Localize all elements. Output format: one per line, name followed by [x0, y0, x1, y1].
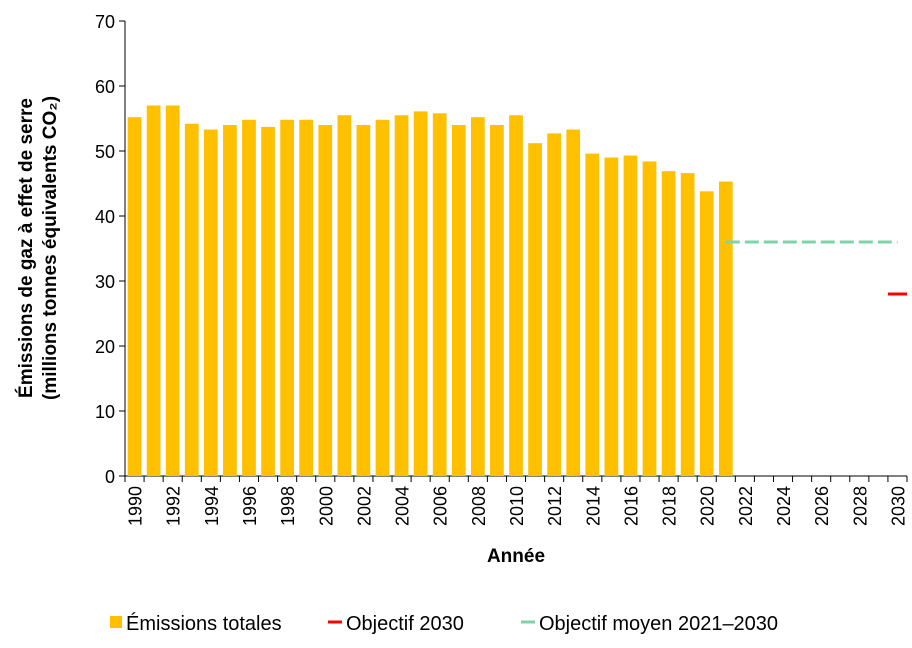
x-tick-label: 2012 — [545, 486, 565, 526]
bar — [642, 161, 657, 476]
bar — [242, 119, 256, 477]
x-tick-label: 2030 — [888, 486, 908, 526]
y-axis-title: (millions tonnes équivalents CO₂) — [40, 96, 61, 400]
bar — [413, 111, 428, 476]
x-tick-label: 2026 — [812, 486, 832, 526]
bar — [261, 126, 275, 476]
x-tick-label: 2020 — [698, 486, 718, 526]
legend-label: Objectif 2030 — [346, 613, 464, 635]
y-axis-title: Émissions de gaz à effet de serre — [15, 98, 37, 398]
y-tick-label: 20 — [95, 337, 115, 357]
bar — [184, 123, 199, 476]
x-tick-label: 1992 — [164, 486, 184, 526]
x-tick-label: 1998 — [278, 486, 298, 526]
bar — [680, 173, 695, 476]
bar — [299, 119, 314, 477]
y-tick-label: 50 — [95, 142, 115, 162]
x-tick-label: 2028 — [850, 486, 870, 526]
bar — [394, 115, 409, 476]
bar — [604, 157, 619, 476]
bar — [623, 155, 638, 477]
x-tick-label: 2006 — [431, 486, 451, 526]
bar — [318, 125, 333, 476]
x-tick-label: 2000 — [316, 486, 336, 526]
x-tick-label: 2004 — [393, 486, 413, 526]
y-tick-label: 0 — [105, 467, 115, 487]
y-tick-label: 60 — [95, 77, 115, 97]
legend-label: Objectif moyen 2021–2030 — [539, 613, 778, 635]
x-tick-label: 1990 — [126, 486, 146, 526]
bar — [223, 125, 237, 476]
bar — [337, 115, 352, 476]
bar — [451, 125, 466, 476]
y-tick-label: 70 — [95, 12, 115, 32]
bar — [490, 125, 504, 476]
bar — [470, 117, 485, 476]
x-tick-label: 1994 — [202, 486, 222, 526]
bar — [528, 143, 542, 476]
bar — [375, 119, 390, 477]
bar — [509, 115, 523, 476]
bar — [566, 129, 581, 477]
x-tick-label: 2022 — [736, 486, 756, 526]
x-tick-label: 1996 — [240, 486, 260, 526]
bar — [165, 105, 180, 476]
bar — [432, 113, 447, 477]
x-tick-label: 2018 — [660, 486, 680, 526]
bar — [146, 105, 161, 476]
bar — [127, 117, 142, 476]
bar — [699, 191, 714, 477]
bar — [585, 153, 600, 476]
x-tick-label: 2014 — [583, 486, 603, 526]
bar — [718, 181, 733, 477]
x-tick-label: 2008 — [469, 486, 489, 526]
y-tick-label: 30 — [95, 272, 115, 292]
y-tick-label: 10 — [95, 402, 115, 422]
y-tick-label: 40 — [95, 207, 115, 227]
bar — [661, 171, 676, 476]
x-tick-label: 2010 — [507, 486, 527, 526]
bar — [547, 133, 562, 476]
x-axis-title: Année — [487, 546, 545, 567]
bar — [280, 119, 294, 477]
legend-swatch — [110, 616, 122, 628]
bar — [203, 129, 218, 477]
x-tick-label: 2024 — [774, 486, 794, 526]
x-tick-label: 2002 — [354, 486, 374, 526]
x-tick-label: 2016 — [621, 486, 641, 526]
bar — [356, 125, 371, 476]
legend-label: Émissions totales — [126, 612, 282, 635]
